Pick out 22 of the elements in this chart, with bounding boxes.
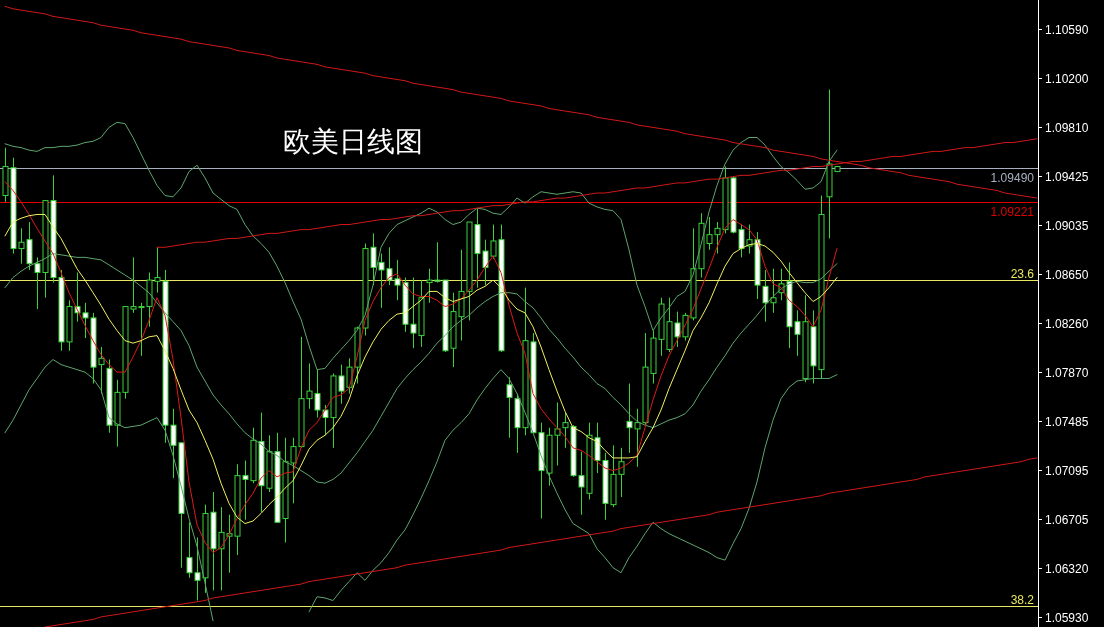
y-tick-label: 1.08260 (1045, 316, 1089, 331)
y-tick-label: 1.10590 (1045, 22, 1089, 37)
y-tick-label: 1.06705 (1045, 512, 1089, 527)
ref-line-label: 1.09490 (990, 170, 1035, 185)
y-tick-label: 1.07870 (1045, 365, 1089, 380)
line-series (4, 121, 838, 371)
y-tick-label: 1.09425 (1045, 169, 1089, 184)
y-tick-label: 1.06320 (1045, 561, 1089, 576)
annotation: 23.6 (1010, 266, 1035, 281)
line-series (4, 253, 838, 484)
y-tick-label: 1.09810 (1045, 120, 1089, 135)
ref-line-label: 1.09221 (990, 204, 1035, 219)
y-tick-label: 1.07485 (1045, 414, 1089, 429)
candlestick (506, 376, 513, 439)
y-tick-label: 1.07095 (1045, 463, 1089, 478)
y-tick-label: 1.05930 (1045, 610, 1089, 625)
annotation: 38.2 (1010, 592, 1035, 607)
text: 欧美日线图 (283, 125, 423, 158)
y-tick-label: 1.08650 (1045, 267, 1089, 282)
y-tick-label: 1.09035 (1045, 218, 1089, 233)
y-tick-label: 1.10200 (1045, 71, 1089, 86)
line-series (44, 457, 1038, 627)
